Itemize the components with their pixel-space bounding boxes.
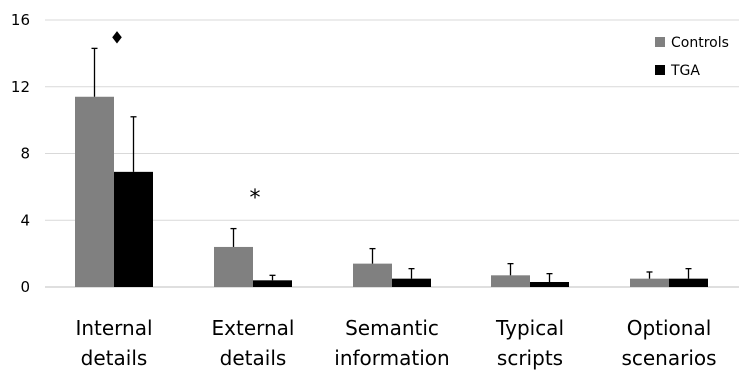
legend-label-controls: Controls	[671, 35, 729, 51]
y-tick-label: 4	[20, 211, 30, 229]
bar-controls	[491, 275, 530, 287]
x-category-label-line: scenarios	[621, 346, 716, 370]
legend-swatch-controls	[655, 37, 665, 47]
x-category-label: External details	[212, 316, 295, 370]
y-tick-label: 8	[20, 145, 30, 163]
x-category-label-line: Internal	[75, 316, 152, 340]
x-category-label-line: scripts	[497, 346, 563, 370]
bar-tga	[114, 171, 153, 287]
x-category-label-line: information	[334, 346, 449, 370]
y-tick-label: 12	[11, 78, 30, 96]
error-bars	[91, 47, 692, 282]
bar-controls	[630, 278, 669, 287]
bar-controls	[353, 263, 392, 287]
legend-label-tga: TGA	[670, 63, 700, 79]
bar-tga	[530, 281, 569, 287]
bars	[75, 96, 708, 287]
bar-controls	[75, 96, 114, 287]
significance-marker: *	[250, 186, 261, 211]
annotations: ♦*	[109, 28, 260, 211]
legend-swatch-tga	[655, 65, 665, 75]
x-category-label-line: Semantic	[345, 316, 439, 340]
significance-marker: ♦	[109, 28, 124, 48]
x-category-label-line: Optional	[627, 316, 712, 340]
x-category-label: Typical scripts	[495, 316, 564, 370]
y-tick-label: 0	[20, 278, 30, 296]
y-tick-label: 16	[11, 11, 30, 29]
x-axis-labels: Internal details External details Semantic in…	[75, 316, 716, 370]
x-category-label: Optional scenarios	[621, 316, 716, 370]
bar-tga	[253, 280, 292, 287]
bar-tga	[669, 278, 708, 287]
x-category-label-line: details	[81, 346, 148, 370]
x-category-label-line: details	[220, 346, 287, 370]
legend: Controls TGA	[655, 35, 729, 79]
x-category-label-line: Typical	[495, 316, 564, 340]
x-category-label: Semantic information	[334, 316, 449, 370]
x-category-label: Internal details	[75, 316, 152, 370]
bar-tga	[392, 278, 431, 287]
x-category-label-line: External	[212, 316, 295, 340]
bar-controls	[214, 246, 253, 287]
